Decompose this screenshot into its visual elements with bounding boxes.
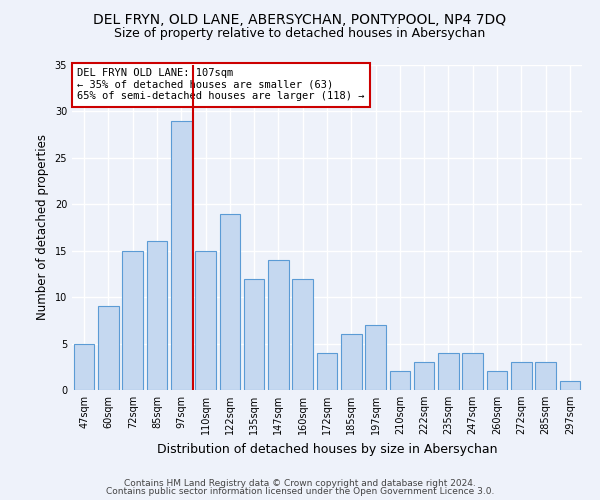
- Bar: [438, 353, 459, 390]
- Bar: [195, 250, 216, 390]
- Bar: [220, 214, 240, 390]
- Text: DEL FRYN, OLD LANE, ABERSYCHAN, PONTYPOOL, NP4 7DQ: DEL FRYN, OLD LANE, ABERSYCHAN, PONTYPOO…: [94, 12, 506, 26]
- Bar: [487, 372, 508, 390]
- Bar: [171, 120, 191, 390]
- Bar: [146, 242, 167, 390]
- Text: Contains HM Land Registry data © Crown copyright and database right 2024.: Contains HM Land Registry data © Crown c…: [124, 478, 476, 488]
- X-axis label: Distribution of detached houses by size in Abersychan: Distribution of detached houses by size …: [157, 442, 497, 456]
- Bar: [268, 260, 289, 390]
- Bar: [560, 380, 580, 390]
- Bar: [535, 362, 556, 390]
- Text: DEL FRYN OLD LANE: 107sqm
← 35% of detached houses are smaller (63)
65% of semi-: DEL FRYN OLD LANE: 107sqm ← 35% of detac…: [77, 68, 365, 102]
- Bar: [98, 306, 119, 390]
- Text: Size of property relative to detached houses in Abersychan: Size of property relative to detached ho…: [115, 28, 485, 40]
- Bar: [244, 278, 265, 390]
- Bar: [389, 372, 410, 390]
- Bar: [414, 362, 434, 390]
- Bar: [341, 334, 362, 390]
- Text: Contains public sector information licensed under the Open Government Licence 3.: Contains public sector information licen…: [106, 487, 494, 496]
- Bar: [365, 325, 386, 390]
- Bar: [463, 353, 483, 390]
- Bar: [122, 250, 143, 390]
- Bar: [74, 344, 94, 390]
- Bar: [292, 278, 313, 390]
- Y-axis label: Number of detached properties: Number of detached properties: [36, 134, 49, 320]
- Bar: [317, 353, 337, 390]
- Bar: [511, 362, 532, 390]
